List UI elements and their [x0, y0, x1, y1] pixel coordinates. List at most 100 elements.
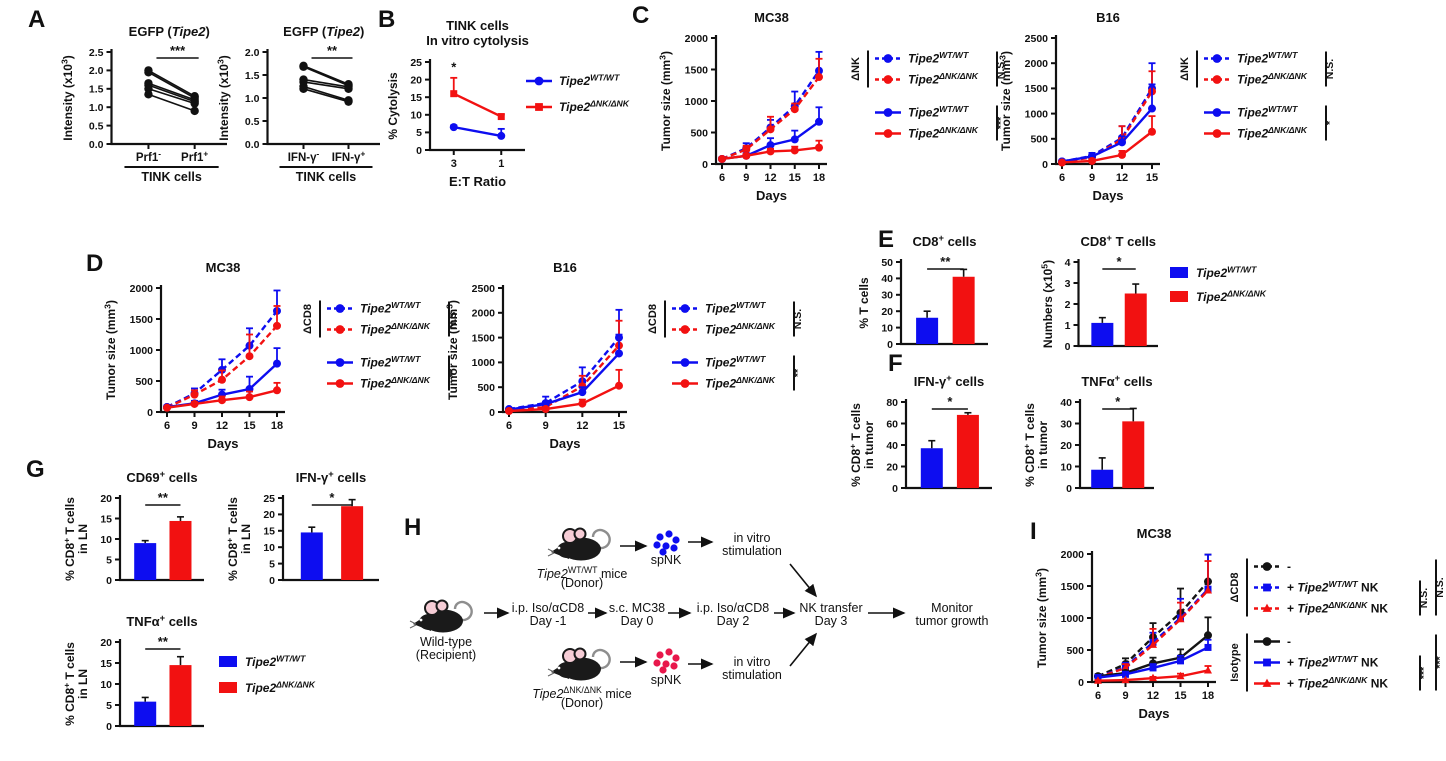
svg-text:0: 0 [1065, 341, 1071, 353]
svg-text:TINK cells: TINK cells [296, 170, 356, 184]
svg-text:60: 60 [886, 418, 898, 430]
mouse-icon-ko-donor [546, 647, 611, 682]
chart-mc38-nk: MC38 Tumor size (mm3) 0 500 1000 1500 2000 6 9 12… [657, 8, 835, 206]
svg-text:Tumor size (mm3): Tumor size (mm3) [1034, 568, 1049, 668]
svg-text:0.5: 0.5 [89, 120, 104, 132]
svg-text:Tumor size (mm3): Tumor size (mm3) [658, 51, 673, 151]
svg-text:1000: 1000 [130, 345, 154, 357]
svg-text:18: 18 [271, 420, 283, 432]
recipient-sub: (Recipient) [415, 648, 477, 662]
panel-label-f: F [888, 350, 903, 377]
panel-label-a: A [28, 6, 46, 33]
svg-text:15: 15 [613, 420, 625, 432]
svg-text:0: 0 [147, 407, 153, 419]
svg-text:in tumor: in tumor [862, 421, 876, 469]
spnk-label-top: spNK [650, 553, 682, 567]
svg-text:Tipe2ΔNK/ΔNK: Tipe2ΔNK/ΔNK [1237, 71, 1308, 87]
svg-text:2000: 2000 [472, 308, 496, 320]
svg-text:*: * [329, 490, 335, 505]
svg-text:Tipe2WT/WT: Tipe2WT/WT [705, 354, 766, 370]
svg-text:TNFα+ cells: TNFα+ cells [1081, 373, 1152, 389]
chart-tnfa-ln: TNFα+ cells % CD8+ T cells in LN 0 5 10 15 20 ** [61, 612, 212, 738]
svg-text:12: 12 [1116, 172, 1128, 184]
chart-mc38-cd8: MC38 Tumor size (mm3) 0 500 1000 1500 2000 6 9 12… [102, 258, 293, 454]
svg-text:Tumor size (mm3): Tumor size (mm3) [998, 51, 1013, 151]
svg-text:% T cells: % T cells [857, 277, 871, 329]
svg-text:6: 6 [506, 420, 512, 432]
svg-text:15: 15 [1146, 172, 1158, 184]
svg-text:4: 4 [1065, 257, 1071, 269]
svg-text:15: 15 [243, 420, 255, 432]
mouse-icon-recipient [408, 599, 473, 634]
svg-text:6: 6 [719, 172, 725, 184]
svg-text:18: 18 [813, 172, 825, 184]
svg-text:12: 12 [764, 172, 776, 184]
svg-text:*: * [1115, 394, 1121, 409]
svg-text:Tipe2WT/WT: Tipe2WT/WT [908, 104, 969, 120]
svg-text:**: ** [327, 43, 338, 58]
panel-label-b: B [378, 6, 396, 33]
step-nk-transfer: NK transfer [799, 601, 863, 615]
chart-b16-cd8: B16 Tumor size (mm3) 0 500 1000 1500 2000 2500 6… [444, 258, 635, 454]
svg-text:% CD8+ T cells: % CD8+ T cells [62, 497, 77, 581]
panel-label-g: G [26, 456, 45, 483]
svg-text:CD69+ cells: CD69+ cells [126, 469, 197, 485]
svg-text:40: 40 [881, 273, 893, 285]
svg-text:Tipe2WT/WT: Tipe2WT/WT [245, 653, 306, 669]
svg-text:% CD8+ T cells: % CD8+ T cells [225, 497, 240, 581]
chart-cd8-percent: CD8+ cells % T cells 0 10 20 30 40 50 ** [856, 232, 996, 356]
svg-text:Tipe2WT/WT: Tipe2WT/WT [360, 354, 421, 370]
svg-text:ΔCD8: ΔCD8 [302, 304, 314, 334]
svg-text:Tumor size (mm3): Tumor size (mm3) [103, 300, 118, 400]
svg-text:10: 10 [100, 534, 112, 546]
svg-text:1.0: 1.0 [89, 102, 104, 114]
svg-text:Tipe2WT/WT: Tipe2WT/WT [705, 300, 766, 316]
svg-text:30: 30 [1060, 418, 1072, 430]
svg-text:5: 5 [106, 700, 112, 712]
svg-text:ΔCD8: ΔCD8 [1229, 573, 1241, 603]
legend-b16-nk: Tipe2WT/WT Tipe2ΔNK/ΔNK ΔNK N.S. Tipe2WT/WT T… [1172, 40, 1350, 142]
svg-text:MC38: MC38 [754, 10, 789, 25]
panel-label-i: I [1030, 518, 1037, 545]
chart-ifng-ln: IFN-γ+ cells % CD8+ T cells in LN 0 5 10 15 20 2… [224, 468, 387, 592]
svg-text:20: 20 [100, 637, 112, 649]
donor-ko-sub: (Donor) [560, 696, 604, 710]
svg-text:0: 0 [1078, 677, 1084, 689]
svg-text:500: 500 [1030, 134, 1048, 146]
legend-mc38-cd8: Tipe2WT/WT Tipe2ΔNK/ΔNK ΔCD8 N.S. Tipe2WT/WT… [295, 290, 473, 392]
svg-text:***: *** [170, 43, 186, 58]
legend-tink-cytolysis: Tipe2WT/WT Tipe2ΔNK/ΔNK [520, 60, 660, 116]
svg-text:Tipe2ΔNK/ΔNK: Tipe2ΔNK/ΔNK [360, 375, 431, 391]
svg-text:0: 0 [106, 721, 112, 733]
donor-ko-label: Tipe2ΔNK/ΔNK mice [532, 685, 632, 702]
svg-text:-: - [1287, 635, 1291, 649]
svg-text:9: 9 [191, 420, 197, 432]
svg-text:2000: 2000 [685, 33, 709, 45]
svg-text:ΔNK: ΔNK [1179, 57, 1191, 81]
svg-text:5: 5 [106, 554, 112, 566]
svg-text:Days: Days [207, 436, 238, 451]
svg-text:ΔCD8: ΔCD8 [647, 304, 659, 334]
chart-egfp-ifng: EGFP (Tipe2) Intensity (x103) 0.0 0.5 1.0 1.5… [215, 22, 388, 190]
svg-text:in tumor: in tumor [1036, 421, 1050, 469]
svg-text:-: - [1287, 560, 1291, 574]
svg-text:2000: 2000 [130, 283, 154, 295]
svg-text:15: 15 [1174, 690, 1186, 702]
svg-text:12: 12 [576, 420, 588, 432]
svg-text:N.S.: N.S. [995, 59, 1007, 80]
svg-text:0: 0 [1066, 483, 1072, 495]
chart-ifng-tumor: IFN-γ+ cells % CD8+ T cells in tumor 0 20 40 6… [847, 372, 1000, 500]
svg-text:10: 10 [100, 679, 112, 691]
svg-text:10: 10 [881, 322, 893, 334]
svg-text:**: ** [158, 634, 169, 649]
schematic-graphics [408, 527, 906, 682]
svg-text:9: 9 [543, 420, 549, 432]
svg-text:Tipe2ΔNK/ΔNK: Tipe2ΔNK/ΔNK [1237, 125, 1308, 141]
svg-text:1.5: 1.5 [245, 70, 260, 82]
svg-text:1000: 1000 [1061, 613, 1085, 625]
legend-genotypes-g: Tipe2WT/WT Tipe2ΔNK/ΔNK [213, 642, 369, 698]
svg-text:Tipe2WT/WT: Tipe2WT/WT [1196, 264, 1257, 280]
svg-text:500: 500 [690, 127, 708, 139]
step-monitor-2: tumor growth [915, 614, 989, 628]
